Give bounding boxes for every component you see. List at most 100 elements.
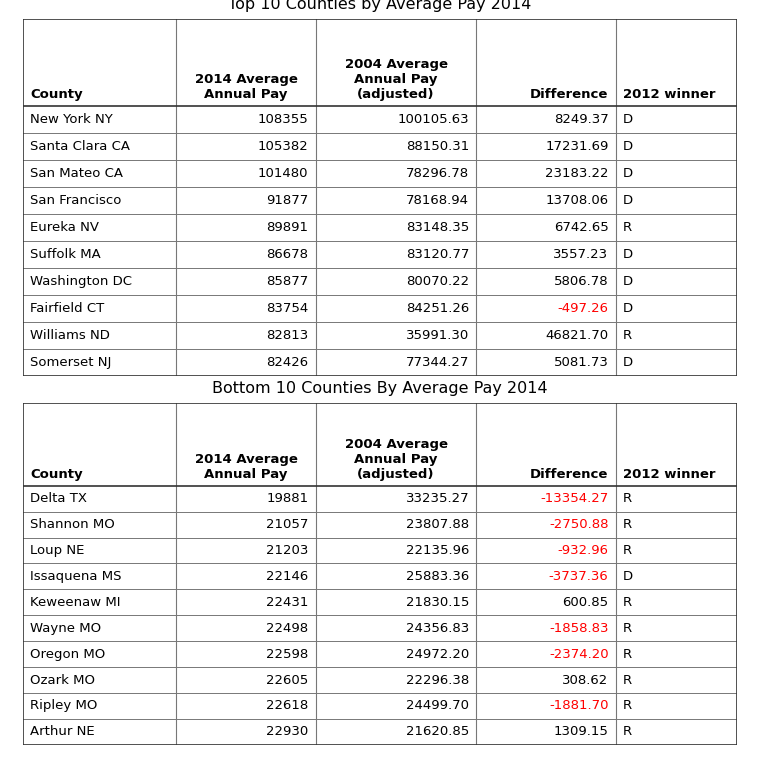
Text: R: R [623, 699, 632, 712]
Text: County: County [30, 87, 83, 101]
Text: 86678: 86678 [267, 248, 309, 261]
Text: Suffolk MA: Suffolk MA [30, 248, 100, 261]
Text: 22146: 22146 [266, 570, 309, 583]
Text: 1309.15: 1309.15 [554, 725, 609, 739]
Text: D: D [623, 302, 633, 315]
Text: 22135.96: 22135.96 [406, 544, 470, 557]
Text: -1858.83: -1858.83 [549, 622, 609, 635]
Text: 2012 winner: 2012 winner [623, 468, 715, 481]
Text: Eureka NV: Eureka NV [30, 221, 99, 234]
Text: Top 10 Counties by Average Pay 2014: Top 10 Counties by Average Pay 2014 [228, 0, 532, 12]
Text: D: D [623, 570, 633, 583]
Text: 82426: 82426 [267, 356, 309, 369]
Text: D: D [623, 356, 633, 369]
Text: 83148.35: 83148.35 [406, 221, 470, 234]
Text: 21830.15: 21830.15 [406, 596, 470, 609]
Text: San Mateo CA: San Mateo CA [30, 166, 123, 180]
Text: R: R [623, 544, 632, 557]
Text: 24356.83: 24356.83 [406, 622, 470, 635]
Text: 101480: 101480 [258, 166, 309, 180]
Text: 17231.69: 17231.69 [545, 140, 609, 153]
Text: 23807.88: 23807.88 [406, 518, 470, 531]
Text: D: D [623, 112, 633, 125]
Text: Oregon MO: Oregon MO [30, 648, 105, 660]
Text: -2750.88: -2750.88 [549, 518, 609, 531]
Text: 83754: 83754 [266, 302, 309, 315]
Text: 83120.77: 83120.77 [406, 248, 470, 261]
Text: Santa Clara CA: Santa Clara CA [30, 140, 130, 153]
Text: R: R [623, 725, 632, 739]
Text: -1881.70: -1881.70 [549, 699, 609, 712]
Text: D: D [623, 275, 633, 288]
Text: 21057: 21057 [266, 518, 309, 531]
Text: 22431: 22431 [266, 596, 309, 609]
Text: -13354.27: -13354.27 [540, 492, 609, 505]
Text: 2004 Average
Annual Pay
(adjusted): 2004 Average Annual Pay (adjusted) [344, 438, 448, 481]
Text: 8249.37: 8249.37 [554, 112, 609, 125]
Text: Difference: Difference [530, 87, 609, 101]
Text: Fairfield CT: Fairfield CT [30, 302, 104, 315]
Text: 2014 Average
Annual Pay: 2014 Average Annual Pay [195, 453, 297, 481]
Text: 3557.23: 3557.23 [553, 248, 609, 261]
Text: 5081.73: 5081.73 [554, 356, 609, 369]
Text: Shannon MO: Shannon MO [30, 518, 115, 531]
Text: 108355: 108355 [258, 112, 309, 125]
Text: Bottom 10 Counties By Average Pay 2014: Bottom 10 Counties By Average Pay 2014 [212, 382, 548, 396]
Text: 78168.94: 78168.94 [407, 194, 470, 207]
Text: Difference: Difference [530, 468, 609, 481]
Text: D: D [623, 194, 633, 207]
Text: Arthur NE: Arthur NE [30, 725, 94, 739]
Text: 25883.36: 25883.36 [406, 570, 470, 583]
Text: 2012 winner: 2012 winner [623, 87, 715, 101]
Text: -2374.20: -2374.20 [549, 648, 609, 660]
Text: 91877: 91877 [266, 194, 309, 207]
Text: Loup NE: Loup NE [30, 544, 84, 557]
Text: 84251.26: 84251.26 [406, 302, 470, 315]
Text: San Francisco: San Francisco [30, 194, 122, 207]
Text: Issaquena MS: Issaquena MS [30, 570, 122, 583]
Text: Ozark MO: Ozark MO [30, 673, 95, 686]
Text: R: R [623, 492, 632, 505]
Text: -3737.36: -3737.36 [549, 570, 609, 583]
Text: Delta TX: Delta TX [30, 492, 87, 505]
Text: 77344.27: 77344.27 [406, 356, 470, 369]
Text: D: D [623, 140, 633, 153]
Text: 24972.20: 24972.20 [406, 648, 470, 660]
Text: 600.85: 600.85 [562, 596, 609, 609]
Text: 2014 Average
Annual Pay: 2014 Average Annual Pay [195, 73, 297, 101]
Text: 100105.63: 100105.63 [397, 112, 470, 125]
Text: 21203: 21203 [266, 544, 309, 557]
Text: 88150.31: 88150.31 [406, 140, 470, 153]
Text: R: R [623, 596, 632, 609]
Text: Washington DC: Washington DC [30, 275, 132, 288]
Text: Williams ND: Williams ND [30, 329, 109, 342]
Text: R: R [623, 518, 632, 531]
Text: 24499.70: 24499.70 [407, 699, 470, 712]
Text: 21620.85: 21620.85 [406, 725, 470, 739]
Text: R: R [623, 673, 632, 686]
Text: 19881: 19881 [267, 492, 309, 505]
Text: 46821.70: 46821.70 [546, 329, 609, 342]
Text: 22605: 22605 [266, 673, 309, 686]
Text: County: County [30, 468, 83, 481]
Text: Wayne MO: Wayne MO [30, 622, 101, 635]
Text: -497.26: -497.26 [558, 302, 609, 315]
Text: D: D [623, 248, 633, 261]
Text: 308.62: 308.62 [562, 673, 609, 686]
Text: R: R [623, 648, 632, 660]
Text: 6742.65: 6742.65 [554, 221, 609, 234]
Text: 82813: 82813 [266, 329, 309, 342]
Text: 5806.78: 5806.78 [554, 275, 609, 288]
Text: R: R [623, 329, 632, 342]
Text: 22296.38: 22296.38 [406, 673, 470, 686]
Text: 2004 Average
Annual Pay
(adjusted): 2004 Average Annual Pay (adjusted) [344, 58, 448, 101]
Text: 85877: 85877 [266, 275, 309, 288]
Text: 22930: 22930 [266, 725, 309, 739]
Text: Keweenaw MI: Keweenaw MI [30, 596, 120, 609]
Text: R: R [623, 622, 632, 635]
Text: 13708.06: 13708.06 [546, 194, 609, 207]
Text: New York NY: New York NY [30, 112, 112, 125]
Text: 78296.78: 78296.78 [406, 166, 470, 180]
Text: -932.96: -932.96 [558, 544, 609, 557]
Text: R: R [623, 221, 632, 234]
